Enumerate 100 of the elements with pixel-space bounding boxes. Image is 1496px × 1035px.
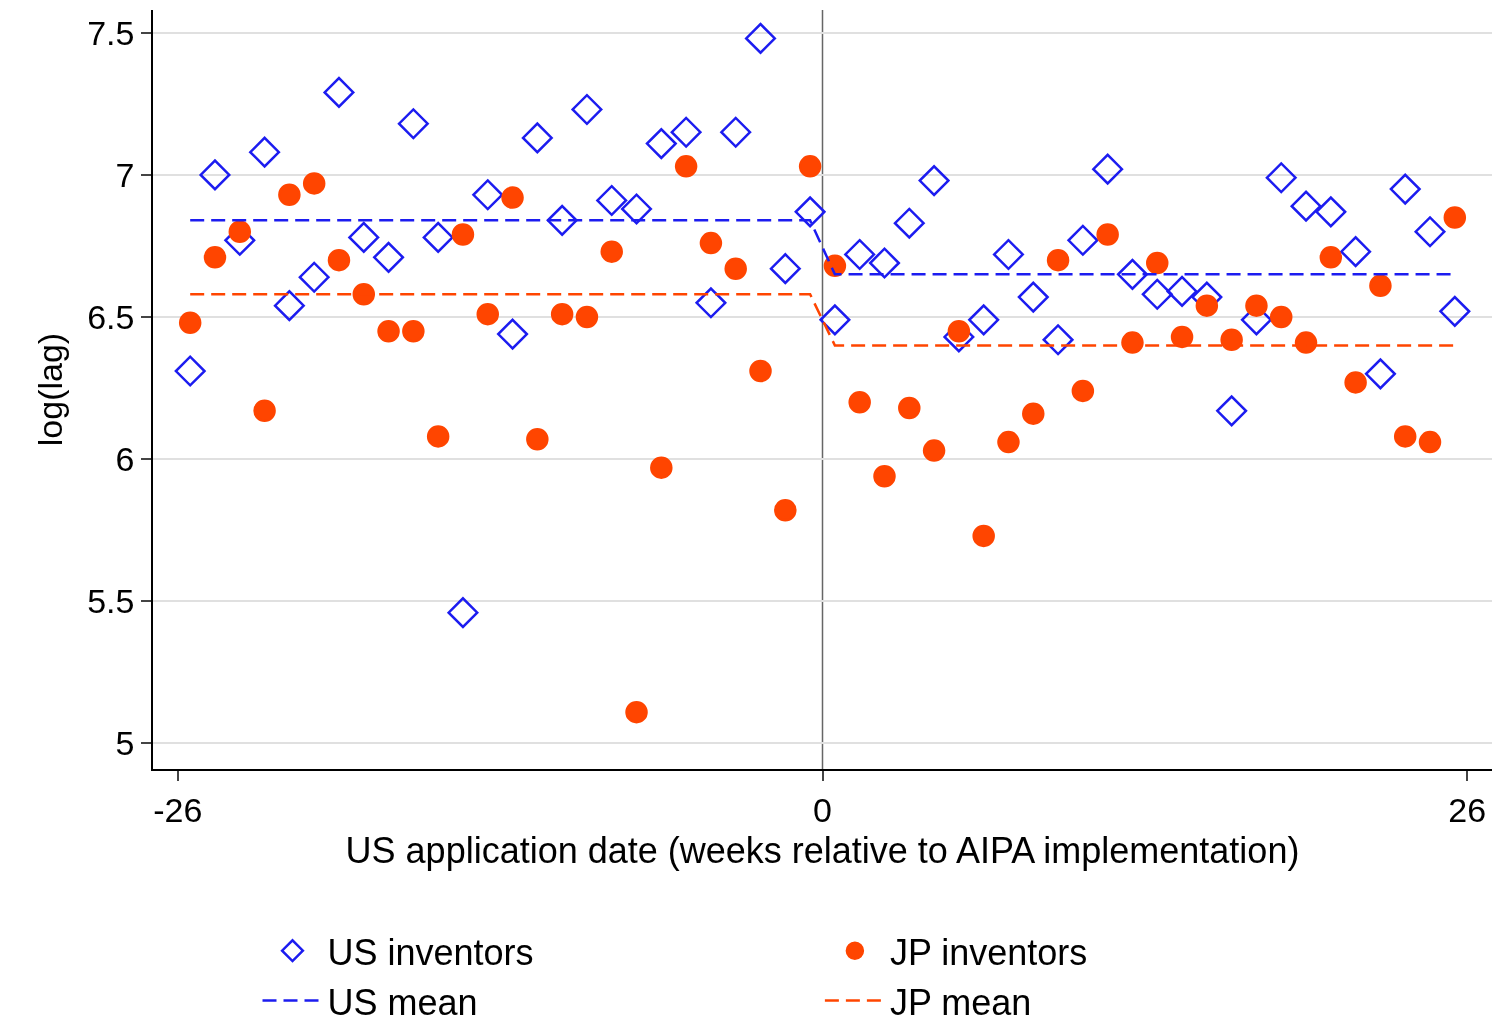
point [1121,331,1144,354]
point [575,305,599,329]
point [526,428,549,451]
point [1092,153,1124,185]
point [377,319,400,343]
point [1146,251,1169,275]
point [1195,294,1219,317]
point [1269,305,1293,329]
point [819,304,851,336]
point [348,221,380,253]
point [249,136,281,168]
point [600,240,623,263]
point [472,179,504,211]
point [476,302,499,326]
point [1067,224,1099,256]
point [620,193,653,225]
y-tick-label: 5.5 [87,582,135,621]
point [1439,295,1471,327]
point [1116,258,1148,290]
point [720,116,752,148]
point [278,183,301,207]
point [546,204,578,236]
point [1315,196,1347,228]
point [501,186,524,209]
point [997,430,1020,454]
legend-label: US mean [327,981,478,1023]
point [397,108,429,140]
x-tick-label: 26 [1448,790,1487,829]
point [352,283,376,306]
point [699,231,723,255]
point [1096,223,1119,246]
point [670,116,702,148]
x-tick-label: -26 [153,790,203,829]
point [774,499,797,522]
point [451,223,475,246]
point [868,247,901,279]
point [1294,331,1318,354]
point [918,165,950,197]
point [253,399,276,423]
point [1418,430,1442,454]
point [1389,173,1421,205]
point [1344,371,1367,394]
point [798,155,822,178]
point [596,184,628,217]
point [1017,281,1049,313]
point [1319,246,1343,269]
point [302,172,326,195]
point [992,238,1025,271]
point [650,456,673,479]
point [1216,395,1248,427]
point [1265,162,1297,194]
point [893,207,925,239]
point [1414,216,1446,248]
point [1364,358,1396,390]
point [1393,425,1417,448]
y-tick-label: 6 [115,440,135,479]
point [1290,190,1322,222]
point [373,241,405,273]
x-tick-label: 0 [813,790,832,829]
point [625,700,648,724]
point [402,319,425,343]
y-axis-title: log(lag) [31,332,70,447]
point [447,597,479,629]
point [571,93,603,126]
point [972,524,995,548]
point [426,425,450,448]
point [1245,294,1268,317]
point [898,396,921,420]
point [794,196,826,228]
legend-label: US inventors [327,931,534,973]
point [273,290,305,322]
y-tick-label: 5 [115,724,135,763]
point [497,318,529,350]
point [1071,379,1095,403]
y-tick-label: 6.5 [87,297,135,336]
point [1166,275,1198,307]
point [327,248,351,272]
point [744,22,777,54]
point [178,311,202,334]
y-tick-label: 7.5 [87,13,135,52]
point [1022,402,1045,425]
y-tick-label: 7 [115,155,135,194]
legend-label: JP mean [889,981,1032,1023]
point [674,155,698,178]
point [1141,278,1173,310]
point [645,128,677,160]
point [1220,328,1243,351]
point [947,319,971,343]
point [844,238,876,271]
legend-label: JP inventors [889,931,1088,973]
point [228,220,252,243]
point [203,246,227,269]
point [749,359,772,383]
point [695,287,727,319]
point [1369,274,1392,297]
point [769,253,801,285]
point [724,257,747,280]
point [873,464,896,488]
point [422,221,454,253]
point [298,261,330,293]
